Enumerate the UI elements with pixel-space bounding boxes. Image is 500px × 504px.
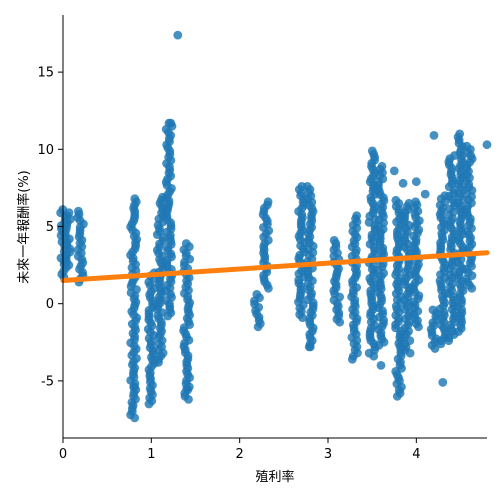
y-tick-label: 5: [46, 220, 54, 235]
points-layer: [56, 30, 492, 423]
data-point: [329, 236, 339, 245]
data-point: [64, 208, 74, 218]
ticks-layer: 0 1 2 3 4 -5 0 5 10 15: [37, 66, 420, 462]
data-point: [164, 118, 174, 128]
data-point: [181, 239, 191, 248]
data-point: [411, 197, 420, 207]
y-tick-label: 0: [46, 297, 54, 312]
data-point: [428, 305, 438, 315]
x-tick-label: 2: [236, 447, 244, 462]
data-point: [411, 177, 421, 187]
data-point: [129, 382, 139, 392]
y-tick-label: 15: [37, 66, 54, 81]
y-tick-label: 10: [37, 143, 54, 158]
data-point: [389, 166, 399, 176]
data-point: [263, 197, 273, 207]
fit-layer: [60, 250, 490, 284]
x-tick-label: 3: [324, 447, 332, 462]
data-point: [130, 194, 140, 204]
data-point: [303, 182, 312, 191]
data-point: [352, 211, 362, 221]
data-point: [398, 178, 408, 188]
data-point: [429, 131, 439, 140]
data-point: [455, 129, 465, 139]
data-point: [391, 195, 401, 205]
y-axis-title: 未來一年報酬率(%): [16, 170, 32, 284]
data-point: [420, 189, 430, 199]
data-point: [173, 30, 183, 40]
data-point: [367, 146, 377, 156]
data-point: [376, 361, 386, 370]
data-point: [182, 384, 192, 393]
x-tick-label: 4: [412, 447, 420, 462]
x-tick-label: 1: [147, 447, 155, 462]
data-point: [252, 290, 262, 299]
data-point: [438, 378, 448, 387]
data-point: [462, 141, 472, 151]
regression-line: [60, 250, 490, 284]
data-point: [377, 161, 387, 171]
data-point: [482, 140, 492, 150]
x-tick-label: 0: [59, 447, 67, 462]
data-point: [74, 206, 83, 216]
x-axis-title: 殖利率: [255, 469, 294, 485]
data-point: [305, 342, 315, 352]
y-tick-label: -5: [41, 374, 54, 389]
